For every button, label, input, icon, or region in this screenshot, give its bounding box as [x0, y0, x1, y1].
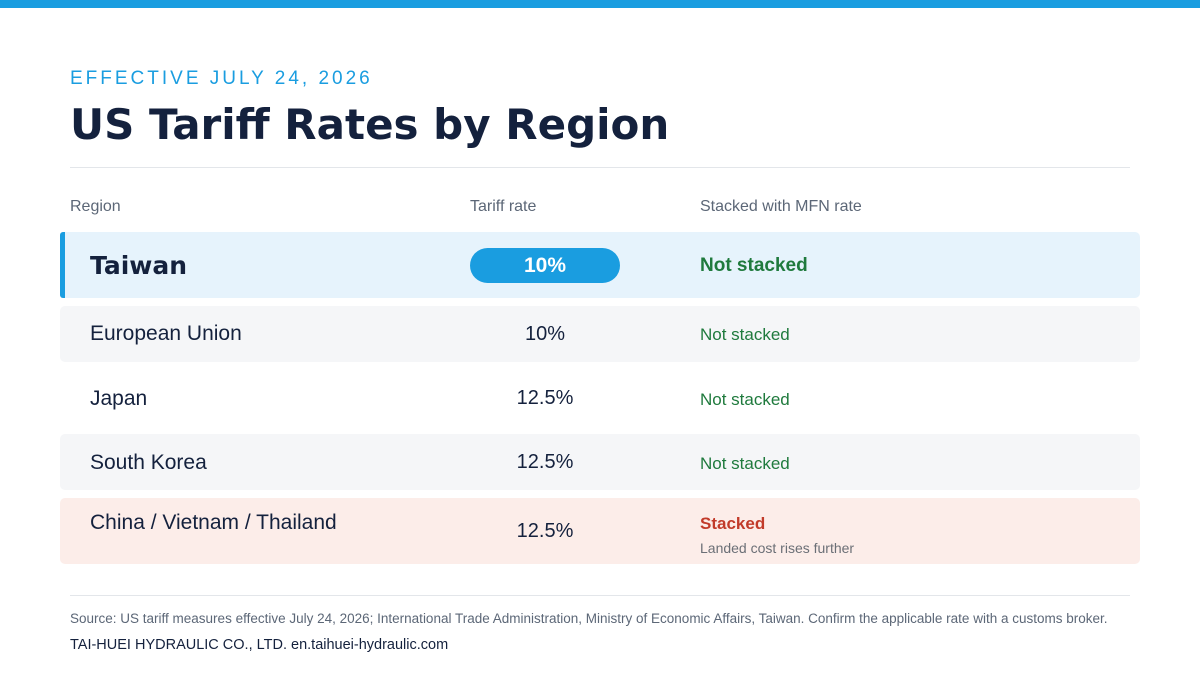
tariff-rate: 12.5% [516, 520, 574, 542]
stacked-status: Not stacked [700, 325, 790, 344]
tariff-rate: 12.5% [516, 451, 574, 473]
stacked-status: Not stacked [700, 390, 790, 409]
highlight-accent-bar [60, 232, 65, 298]
region-name: China / Vietnam / Thailand [90, 511, 337, 534]
region-name: South Korea [90, 451, 207, 474]
tariff-rate: 10% [524, 323, 566, 345]
region-name: European Union [90, 322, 242, 345]
tariff-rate: 12.5% [516, 387, 574, 409]
stacked-note: Landed cost rises further [700, 540, 855, 556]
table-row-taiwan: Taiwan 10% Not stacked [60, 232, 1140, 298]
region-name: Japan [90, 387, 148, 410]
company-credit: TAI-HUEI HYDRAULIC CO., LTD. en.taihuei-… [70, 637, 449, 653]
effective-date-eyebrow: EFFECTIVE JULY 24, 2026 [70, 68, 373, 89]
column-header-tariff-rate: Tariff rate [470, 198, 537, 215]
table-row-european-union: European Union 10% Not stacked [60, 306, 1140, 362]
tariff-rate-badge: 10% [470, 248, 620, 283]
title-divider [70, 167, 1130, 168]
page-title: US Tariff Rates by Region [70, 100, 670, 149]
stacked-status: Stacked [700, 514, 766, 533]
table-row-south-korea: South Korea 12.5% Not stacked [60, 434, 1140, 490]
table-row-japan: Japan 12.5% Not stacked [60, 370, 1140, 426]
stacked-status: Not stacked [700, 454, 790, 473]
column-header-region: Region [70, 198, 121, 215]
stacked-status: Not stacked [700, 255, 808, 276]
top-accent-bar [0, 0, 1200, 8]
table-row-china-vietnam-thailand: China / Vietnam / Thailand 12.5% Stacked… [60, 498, 1140, 564]
source-note: Source: US tariff measures effective Jul… [70, 611, 1108, 626]
footer-divider [70, 595, 1130, 596]
region-name: Taiwan [90, 251, 188, 280]
column-header-stacked: Stacked with MFN rate [700, 198, 862, 215]
